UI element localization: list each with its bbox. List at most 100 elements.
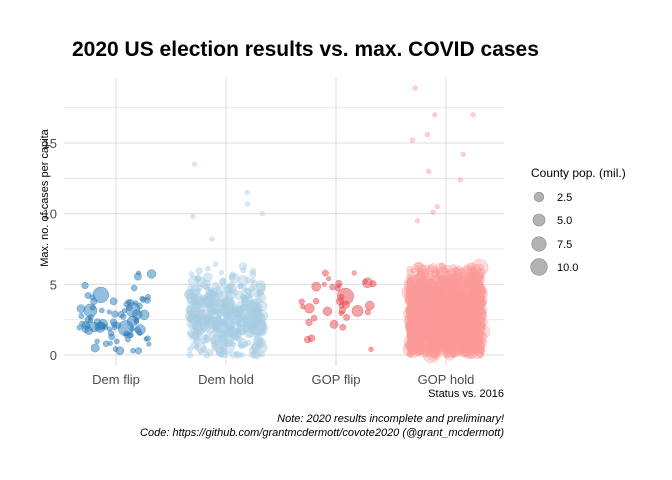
data-point — [231, 322, 242, 333]
data-point — [312, 297, 320, 305]
data-point — [205, 265, 211, 272]
data-point — [195, 329, 202, 336]
data-point — [213, 333, 219, 338]
data-point — [249, 270, 257, 278]
series-gop-hold — [401, 85, 490, 364]
data-point — [240, 267, 247, 274]
data-point — [190, 301, 201, 312]
data-point-outlier — [190, 213, 196, 220]
data-point — [410, 268, 417, 274]
data-point — [258, 343, 268, 353]
data-point — [212, 307, 219, 314]
y-tick-label: 0 — [50, 348, 57, 363]
data-point — [195, 311, 202, 318]
data-point — [427, 264, 435, 272]
data-point — [186, 315, 194, 323]
data-point — [322, 269, 329, 277]
data-point — [125, 302, 141, 318]
data-point — [471, 298, 484, 311]
data-point — [459, 276, 465, 282]
data-point — [408, 312, 418, 322]
data-point — [408, 340, 414, 347]
data-point — [454, 311, 461, 319]
data-point — [109, 297, 118, 306]
data-point — [229, 271, 236, 278]
data-point — [476, 342, 485, 351]
data-point — [241, 341, 249, 348]
data-point-outlier — [321, 281, 327, 287]
data-point — [364, 309, 371, 316]
data-point — [459, 267, 466, 274]
data-point — [114, 338, 120, 345]
data-point-outlier — [432, 112, 438, 118]
data-point — [454, 327, 461, 334]
data-point — [133, 317, 140, 323]
data-points — [76, 85, 490, 364]
data-point-outlier — [351, 270, 357, 276]
data-point — [206, 309, 213, 316]
legend-key-label: 5.0 — [557, 215, 572, 227]
data-point — [418, 286, 426, 295]
data-point-outlier — [362, 278, 368, 285]
data-point — [97, 318, 108, 329]
data-point-outlier — [209, 236, 215, 242]
data-point — [225, 340, 233, 347]
data-point — [192, 330, 203, 342]
data-point — [443, 286, 451, 294]
data-point — [207, 297, 215, 305]
data-point — [186, 351, 194, 359]
data-point — [438, 262, 446, 270]
data-point — [436, 343, 444, 351]
data-point — [188, 276, 199, 287]
data-point-outlier — [244, 189, 250, 196]
data-point — [237, 300, 244, 307]
legend-key-circle — [533, 191, 545, 203]
data-point — [241, 285, 248, 292]
data-point — [249, 345, 259, 355]
data-point-outlier — [192, 161, 198, 167]
data-point — [125, 336, 131, 343]
data-point — [223, 339, 230, 347]
data-point — [229, 351, 237, 359]
data-point — [111, 321, 118, 328]
data-point — [216, 349, 223, 357]
data-point — [195, 267, 203, 275]
data-point — [432, 289, 438, 295]
legend-key-circle — [532, 213, 546, 227]
data-point — [305, 318, 313, 326]
data-point — [187, 346, 194, 352]
data-point — [139, 295, 145, 302]
data-point — [228, 302, 235, 309]
x-tick-label: Dem hold — [198, 372, 254, 387]
data-point — [203, 351, 211, 359]
data-point-outlier — [414, 218, 421, 224]
grid-lines — [64, 78, 504, 366]
data-point — [474, 281, 482, 289]
data-point — [464, 264, 471, 271]
data-point-outlier — [424, 132, 431, 138]
plot-panel — [64, 78, 504, 366]
data-point — [466, 330, 475, 339]
data-point — [419, 315, 425, 322]
data-point — [408, 301, 414, 307]
data-point — [224, 329, 232, 337]
data-point — [111, 310, 119, 318]
data-point — [304, 335, 312, 344]
data-point-outlier — [244, 201, 250, 207]
data-point — [474, 313, 482, 321]
data-point — [188, 313, 195, 320]
legend-title: County pop. (mil.) — [531, 166, 626, 180]
data-point — [235, 307, 242, 314]
data-point — [120, 313, 127, 320]
data-point — [426, 346, 433, 353]
data-point — [251, 312, 259, 321]
data-point — [79, 320, 86, 327]
data-point — [98, 307, 105, 314]
data-point — [436, 328, 444, 335]
data-point — [197, 348, 204, 355]
data-point — [339, 323, 347, 331]
data-point-outlier — [470, 112, 476, 118]
x-axis-ticks: Dem flip Dem hold GOP flip GOP hold — [92, 372, 474, 387]
data-point — [412, 285, 419, 291]
data-point — [203, 295, 214, 307]
